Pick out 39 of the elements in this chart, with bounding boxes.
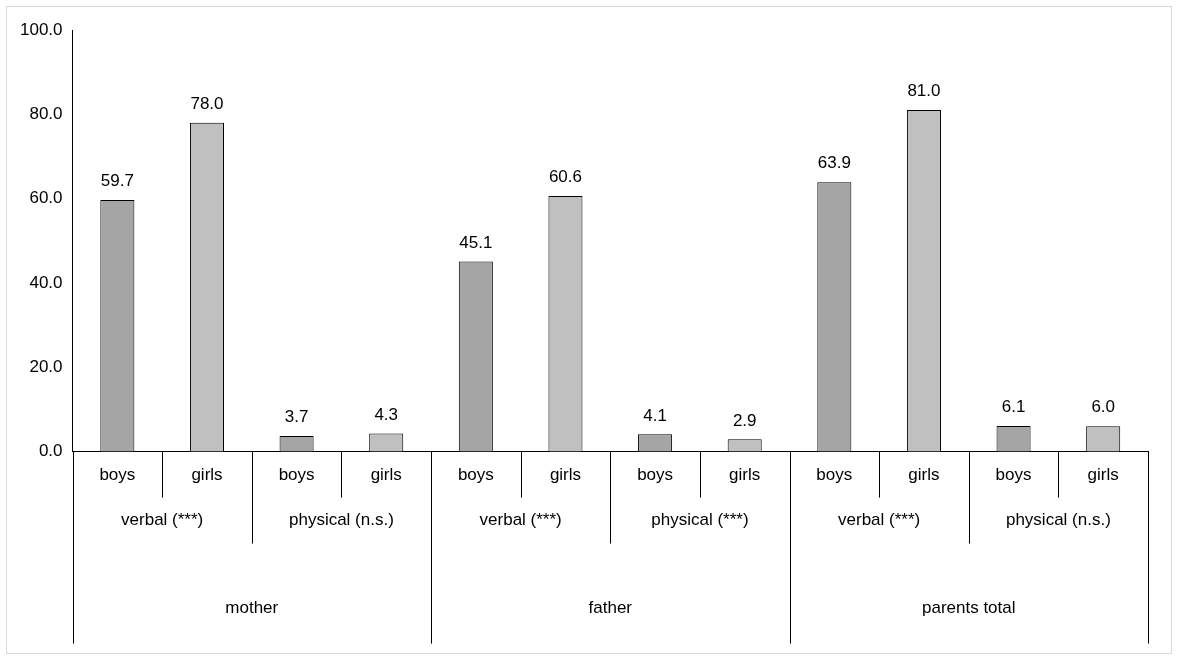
x-tick-label: boys: [816, 465, 853, 485]
x-tick-label: girls: [370, 465, 402, 485]
text: father: [588, 598, 633, 618]
y-tick-label: 80.0: [29, 104, 63, 124]
data-label: 60.6: [548, 167, 583, 187]
x-tick-label: boys: [457, 465, 494, 485]
text: parents total: [921, 598, 1016, 618]
data-label: 78.0: [190, 93, 224, 113]
data-label: 6.1: [1001, 397, 1026, 417]
x-tick-label: boys: [995, 465, 1032, 485]
text: verbal (***): [479, 510, 562, 530]
data-label: 2.9: [732, 410, 757, 430]
x-tick-label: girls: [1087, 465, 1119, 485]
text: physical (***): [651, 510, 749, 530]
data-label: 59.7: [100, 171, 134, 191]
data-label: 4.1: [643, 405, 667, 425]
x-tick-label: boys: [278, 465, 315, 485]
text: verbal (***): [838, 510, 921, 530]
y-tick-label: 100.0: [19, 19, 63, 39]
text: physical (n.s.): [288, 510, 394, 530]
text: mother: [225, 598, 279, 618]
data-label: 3.7: [284, 407, 309, 427]
data-label: 45.1: [459, 232, 493, 252]
data-label: 6.0: [1091, 397, 1116, 417]
y-tick-label: 60.0: [29, 188, 63, 208]
data-label: 81.0: [907, 81, 941, 101]
x-tick-label: girls: [729, 465, 761, 485]
y-tick-label: 40.0: [29, 272, 63, 292]
x-tick-label: boys: [637, 465, 674, 485]
y-tick-label: 20.0: [29, 356, 63, 376]
data-label: 4.3: [374, 404, 399, 424]
text: verbal (***): [121, 510, 204, 530]
data-label: 63.9: [817, 153, 851, 173]
x-tick-label: boys: [99, 465, 136, 485]
text: physical (n.s.): [1005, 510, 1111, 530]
y-tick-label: 0.0: [38, 441, 63, 461]
x-tick-label: girls: [908, 465, 940, 485]
x-tick-label: girls: [549, 465, 582, 485]
x-tick-label: girls: [191, 465, 223, 485]
